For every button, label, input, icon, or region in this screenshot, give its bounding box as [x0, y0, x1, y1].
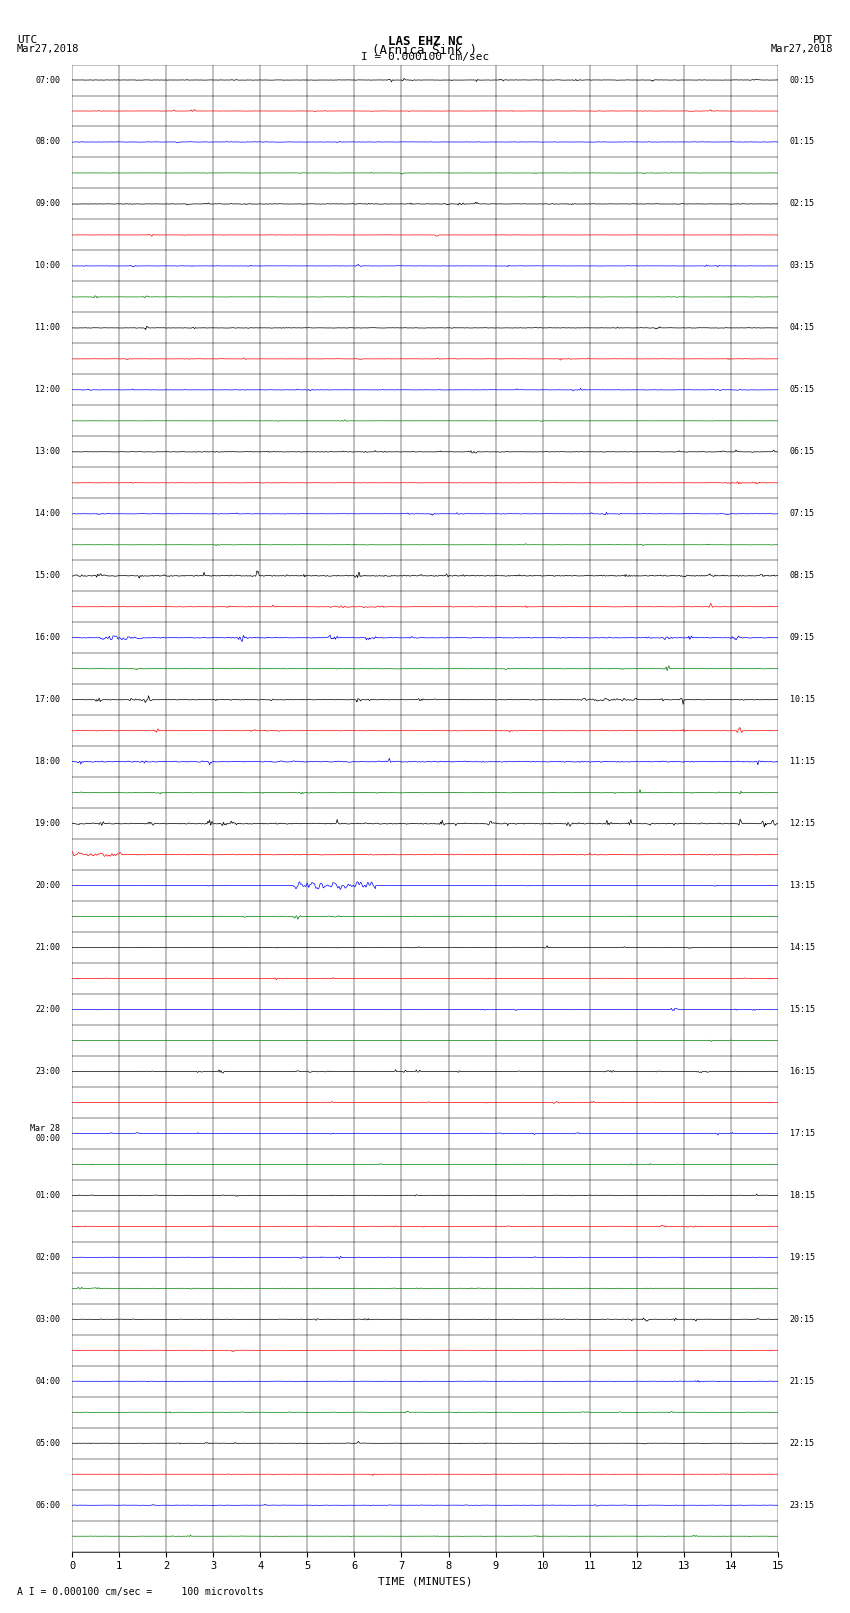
Text: 17:00: 17:00	[36, 695, 60, 705]
Text: 14:15: 14:15	[790, 944, 814, 952]
Text: 09:15: 09:15	[790, 634, 814, 642]
Text: 04:00: 04:00	[36, 1378, 60, 1386]
Text: 01:00: 01:00	[36, 1190, 60, 1200]
Text: I = 0.000100 cm/sec: I = 0.000100 cm/sec	[361, 52, 489, 61]
Text: 21:00: 21:00	[36, 944, 60, 952]
Text: 09:00: 09:00	[36, 200, 60, 208]
Text: 08:15: 08:15	[790, 571, 814, 581]
Text: 12:15: 12:15	[790, 819, 814, 827]
Text: 13:15: 13:15	[790, 881, 814, 890]
Text: 14:00: 14:00	[36, 510, 60, 518]
Text: 16:00: 16:00	[36, 634, 60, 642]
Text: 11:00: 11:00	[36, 323, 60, 332]
Text: 10:15: 10:15	[790, 695, 814, 705]
Text: A I = 0.000100 cm/sec =     100 microvolts: A I = 0.000100 cm/sec = 100 microvolts	[17, 1587, 264, 1597]
Text: 06:00: 06:00	[36, 1500, 60, 1510]
Text: 20:00: 20:00	[36, 881, 60, 890]
Text: 05:00: 05:00	[36, 1439, 60, 1448]
Text: 22:00: 22:00	[36, 1005, 60, 1015]
Text: 06:15: 06:15	[790, 447, 814, 456]
Text: 02:15: 02:15	[790, 200, 814, 208]
Text: 16:15: 16:15	[790, 1066, 814, 1076]
Text: 18:00: 18:00	[36, 756, 60, 766]
Text: 15:15: 15:15	[790, 1005, 814, 1015]
Text: 20:15: 20:15	[790, 1315, 814, 1324]
Text: 21:15: 21:15	[790, 1378, 814, 1386]
Text: PDT: PDT	[813, 35, 833, 45]
Text: 05:15: 05:15	[790, 386, 814, 394]
Text: 19:15: 19:15	[790, 1253, 814, 1261]
Text: 01:15: 01:15	[790, 137, 814, 147]
Text: (Arnica Sink ): (Arnica Sink )	[372, 44, 478, 56]
Text: Mar 28
00:00: Mar 28 00:00	[31, 1124, 60, 1144]
Text: 15:00: 15:00	[36, 571, 60, 581]
Text: 02:00: 02:00	[36, 1253, 60, 1261]
Text: 07:00: 07:00	[36, 76, 60, 84]
Text: Mar27,2018: Mar27,2018	[17, 44, 80, 53]
Text: 19:00: 19:00	[36, 819, 60, 827]
Text: 23:15: 23:15	[790, 1500, 814, 1510]
Text: 12:00: 12:00	[36, 386, 60, 394]
Text: 07:15: 07:15	[790, 510, 814, 518]
Text: UTC: UTC	[17, 35, 37, 45]
Text: 03:00: 03:00	[36, 1315, 60, 1324]
Text: 00:15: 00:15	[790, 76, 814, 84]
Text: 18:15: 18:15	[790, 1190, 814, 1200]
Text: 17:15: 17:15	[790, 1129, 814, 1137]
Text: 22:15: 22:15	[790, 1439, 814, 1448]
Text: 10:00: 10:00	[36, 261, 60, 271]
Text: 03:15: 03:15	[790, 261, 814, 271]
Text: 23:00: 23:00	[36, 1066, 60, 1076]
Text: 08:00: 08:00	[36, 137, 60, 147]
Text: 11:15: 11:15	[790, 756, 814, 766]
X-axis label: TIME (MINUTES): TIME (MINUTES)	[377, 1578, 473, 1587]
Text: 04:15: 04:15	[790, 323, 814, 332]
Text: 13:00: 13:00	[36, 447, 60, 456]
Text: LAS EHZ NC: LAS EHZ NC	[388, 35, 462, 48]
Text: Mar27,2018: Mar27,2018	[770, 44, 833, 53]
